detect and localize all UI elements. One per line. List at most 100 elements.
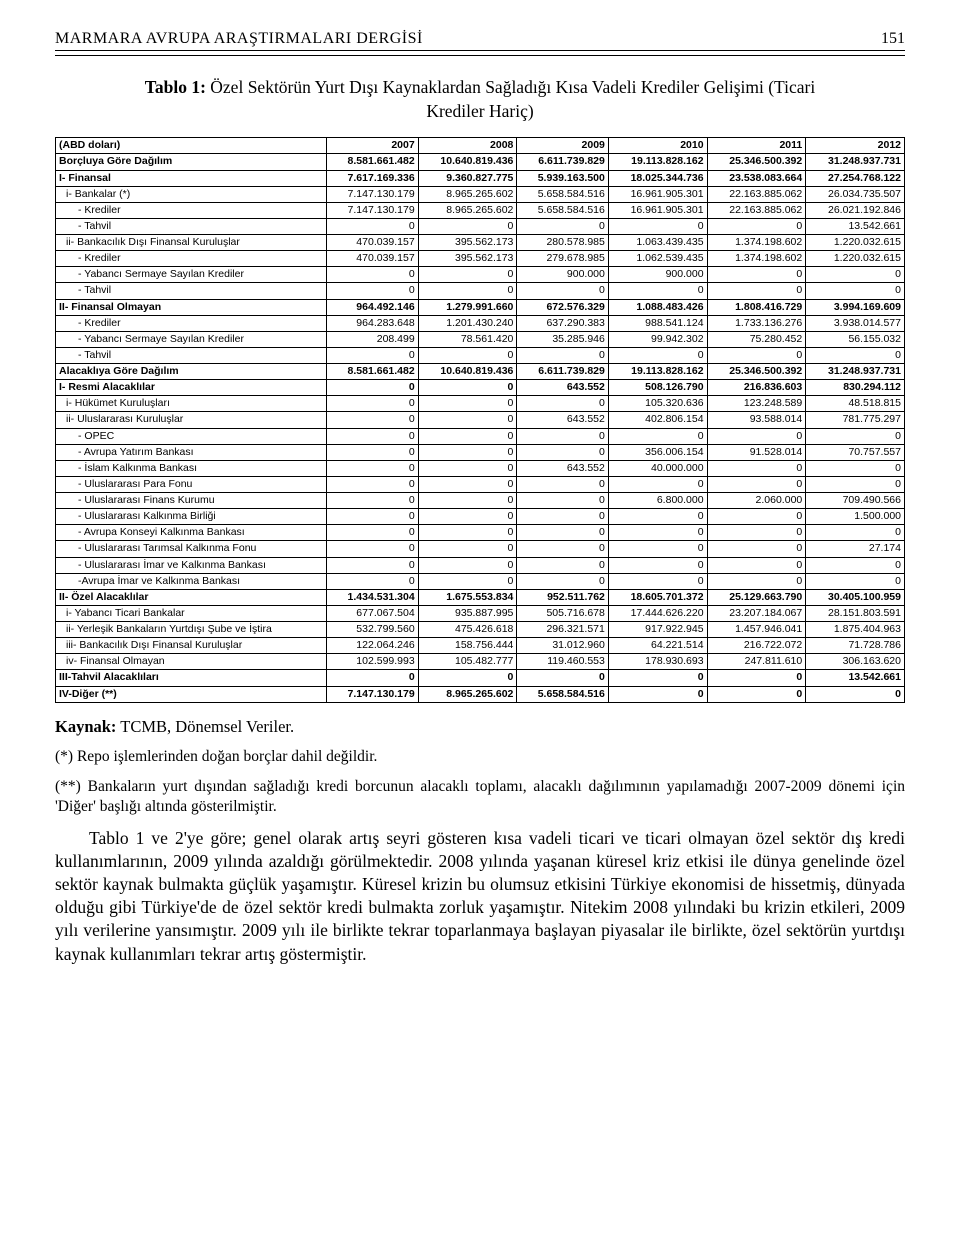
cell-value: 7.617.169.336 (327, 170, 418, 186)
cell-value: 1.062.539.435 (608, 251, 707, 267)
cell-value: 5.658.584.516 (517, 686, 608, 702)
cell-value: 10.640.819.436 (418, 364, 517, 380)
table-row: - Tahvil0000013.542.661 (56, 218, 905, 234)
cell-value: 0 (327, 460, 418, 476)
cell-value: 28.151.803.591 (806, 605, 905, 621)
cell-value: 0 (707, 573, 806, 589)
table-row: - Avrupa Konseyi Kalkınma Bankası000000 (56, 525, 905, 541)
source-line: Kaynak: TCMB, Dönemsel Veriler. (55, 717, 905, 737)
cell-value: 0 (517, 509, 608, 525)
cell-value: 1.374.198.602 (707, 251, 806, 267)
cell-value: 0 (418, 509, 517, 525)
cell-value: 17.444.626.220 (608, 605, 707, 621)
cell-value: 0 (608, 541, 707, 557)
cell-value: 1.500.000 (806, 509, 905, 525)
cell-value: 0 (517, 670, 608, 686)
cell-value: 1.808.416.729 (707, 299, 806, 315)
row-label: ii- Yerleşik Bankaların Yurtdışı Şube ve… (56, 622, 327, 638)
cell-value: 395.562.173 (418, 235, 517, 251)
table-row: - Avrupa Yatırım Bankası000356.006.15491… (56, 444, 905, 460)
cell-value: 26.034.735.507 (806, 186, 905, 202)
cell-value: 105.482.777 (418, 654, 517, 670)
cell-value: 0 (418, 380, 517, 396)
row-label: - Tahvil (56, 283, 327, 299)
table-row: I- Resmi Alacaklılar00643.552508.126.790… (56, 380, 905, 396)
row-label: - Krediler (56, 315, 327, 331)
cell-value: 23.207.184.067 (707, 605, 806, 621)
row-label: ii- Uluslararası Kuruluşlar (56, 412, 327, 428)
row-label: - Tahvil (56, 347, 327, 363)
cell-value: 280.578.985 (517, 235, 608, 251)
cell-value: 0 (327, 283, 418, 299)
body-paragraph: Tablo 1 ve 2'ye göre; genel olarak artış… (55, 827, 905, 966)
cell-value: 7.147.130.179 (327, 202, 418, 218)
cell-value: 0 (707, 686, 806, 702)
cell-value: 0 (608, 686, 707, 702)
cell-value: 0 (608, 573, 707, 589)
cell-value: 123.248.589 (707, 396, 806, 412)
cell-value: 0 (707, 670, 806, 686)
cell-value: 31.248.937.731 (806, 154, 905, 170)
cell-value: 964.492.146 (327, 299, 418, 315)
row-label: - Yabancı Sermaye Sayılan Krediler (56, 267, 327, 283)
cell-value: 0 (327, 670, 418, 686)
cell-value: 0 (418, 412, 517, 428)
cell-value: 19.113.828.162 (608, 364, 707, 380)
cell-value: 22.163.885.062 (707, 202, 806, 218)
cell-value: 75.280.452 (707, 331, 806, 347)
row-label: - Avrupa Konseyi Kalkınma Bankası (56, 525, 327, 541)
cell-value: 35.285.946 (517, 331, 608, 347)
cell-value: 0 (608, 509, 707, 525)
cell-value: 10.640.819.436 (418, 154, 517, 170)
cell-value: 988.541.124 (608, 315, 707, 331)
cell-value: 0 (418, 267, 517, 283)
cell-value: 30.405.100.959 (806, 589, 905, 605)
cell-value: 643.552 (517, 460, 608, 476)
cell-value: 0 (608, 476, 707, 492)
cell-value: 470.039.157 (327, 235, 418, 251)
cell-value: 0 (327, 573, 418, 589)
cell-value: 1.875.404.963 (806, 622, 905, 638)
table-row: - Krediler470.039.157395.562.173279.678.… (56, 251, 905, 267)
table-row: - Tahvil000000 (56, 283, 905, 299)
row-label: IV-Diğer (**) (56, 686, 327, 702)
row-label: - İslam Kalkınma Bankası (56, 460, 327, 476)
cell-value: 158.756.444 (418, 638, 517, 654)
cell-value: 0 (806, 428, 905, 444)
cell-value: 16.961.905.301 (608, 202, 707, 218)
cell-value: 6.611.739.829 (517, 364, 608, 380)
cell-value: 3.938.014.577 (806, 315, 905, 331)
cell-value: 1.434.531.304 (327, 589, 418, 605)
cell-value: 900.000 (517, 267, 608, 283)
cell-value: 1.201.430.240 (418, 315, 517, 331)
cell-value: 1.220.032.615 (806, 251, 905, 267)
cell-value: 18.605.701.372 (608, 589, 707, 605)
row-label: - Uluslararası Tarımsal Kalkınma Fonu (56, 541, 327, 557)
data-table: (ABD doları) 2007 2008 2009 2010 2011 20… (55, 137, 905, 702)
table-row: Borçluya Göre Dağılım8.581.661.48210.640… (56, 154, 905, 170)
cell-value: 0 (418, 493, 517, 509)
cell-value: 0 (707, 541, 806, 557)
table-row: ii- Yerleşik Bankaların Yurtdışı Şube ve… (56, 622, 905, 638)
cell-value: 0 (707, 283, 806, 299)
cell-value: 470.039.157 (327, 251, 418, 267)
row-label: III-Tahvil Alacaklıları (56, 670, 327, 686)
table-row: i- Hükümet Kuruluşları000105.320.636123.… (56, 396, 905, 412)
col-year: 2012 (806, 138, 905, 154)
table-row: - Yabancı Sermaye Sayılan Krediler208.49… (56, 331, 905, 347)
row-label: Borçluya Göre Dağılım (56, 154, 327, 170)
cell-value: 23.538.083.664 (707, 170, 806, 186)
table-row: II- Finansal Olmayan964.492.1461.279.991… (56, 299, 905, 315)
cell-value: 0 (327, 396, 418, 412)
row-label: - Uluslararası Para Fonu (56, 476, 327, 492)
cell-value: 0 (517, 347, 608, 363)
cell-value: 0 (608, 670, 707, 686)
row-label: ii- Bankacılık Dışı Finansal Kuruluşlar (56, 235, 327, 251)
cell-value: 296.321.571 (517, 622, 608, 638)
page-number: 151 (881, 30, 905, 48)
table-caption: Tablo 1: Özel Sektörün Yurt Dışı Kaynakl… (130, 76, 830, 123)
row-label: - OPEC (56, 428, 327, 444)
cell-value: 395.562.173 (418, 251, 517, 267)
cell-value: 31.248.937.731 (806, 364, 905, 380)
cell-value: 0 (517, 428, 608, 444)
